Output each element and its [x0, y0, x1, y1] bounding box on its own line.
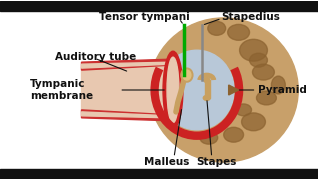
Text: Malleus: Malleus	[144, 157, 190, 166]
Ellipse shape	[181, 68, 193, 82]
Text: Pyramid: Pyramid	[259, 85, 307, 95]
Text: Stapes: Stapes	[196, 157, 237, 166]
Ellipse shape	[242, 113, 265, 131]
Bar	[205, 80, 210, 98]
Bar	[0, 1, 318, 12]
Bar	[0, 168, 318, 179]
Polygon shape	[82, 62, 171, 68]
Polygon shape	[82, 110, 171, 121]
Ellipse shape	[200, 131, 218, 144]
Polygon shape	[82, 59, 171, 70]
Text: Tensor tympani: Tensor tympani	[99, 12, 189, 22]
Ellipse shape	[252, 64, 274, 80]
Ellipse shape	[160, 50, 234, 130]
Ellipse shape	[257, 91, 276, 105]
Ellipse shape	[203, 95, 210, 100]
Ellipse shape	[250, 53, 268, 67]
Ellipse shape	[204, 78, 210, 83]
Ellipse shape	[224, 127, 244, 142]
Ellipse shape	[271, 76, 285, 94]
Ellipse shape	[228, 24, 250, 40]
Ellipse shape	[149, 18, 298, 162]
Polygon shape	[229, 85, 239, 95]
Ellipse shape	[208, 21, 226, 35]
Ellipse shape	[240, 39, 268, 61]
Text: Stapedius: Stapedius	[221, 12, 280, 22]
Text: Tympanic
membrane: Tympanic membrane	[30, 79, 93, 101]
Ellipse shape	[167, 57, 179, 123]
Text: Auditory tube: Auditory tube	[55, 52, 136, 62]
Ellipse shape	[236, 104, 252, 116]
Polygon shape	[82, 64, 171, 116]
Ellipse shape	[163, 51, 183, 129]
Ellipse shape	[183, 70, 191, 80]
Polygon shape	[82, 112, 171, 118]
